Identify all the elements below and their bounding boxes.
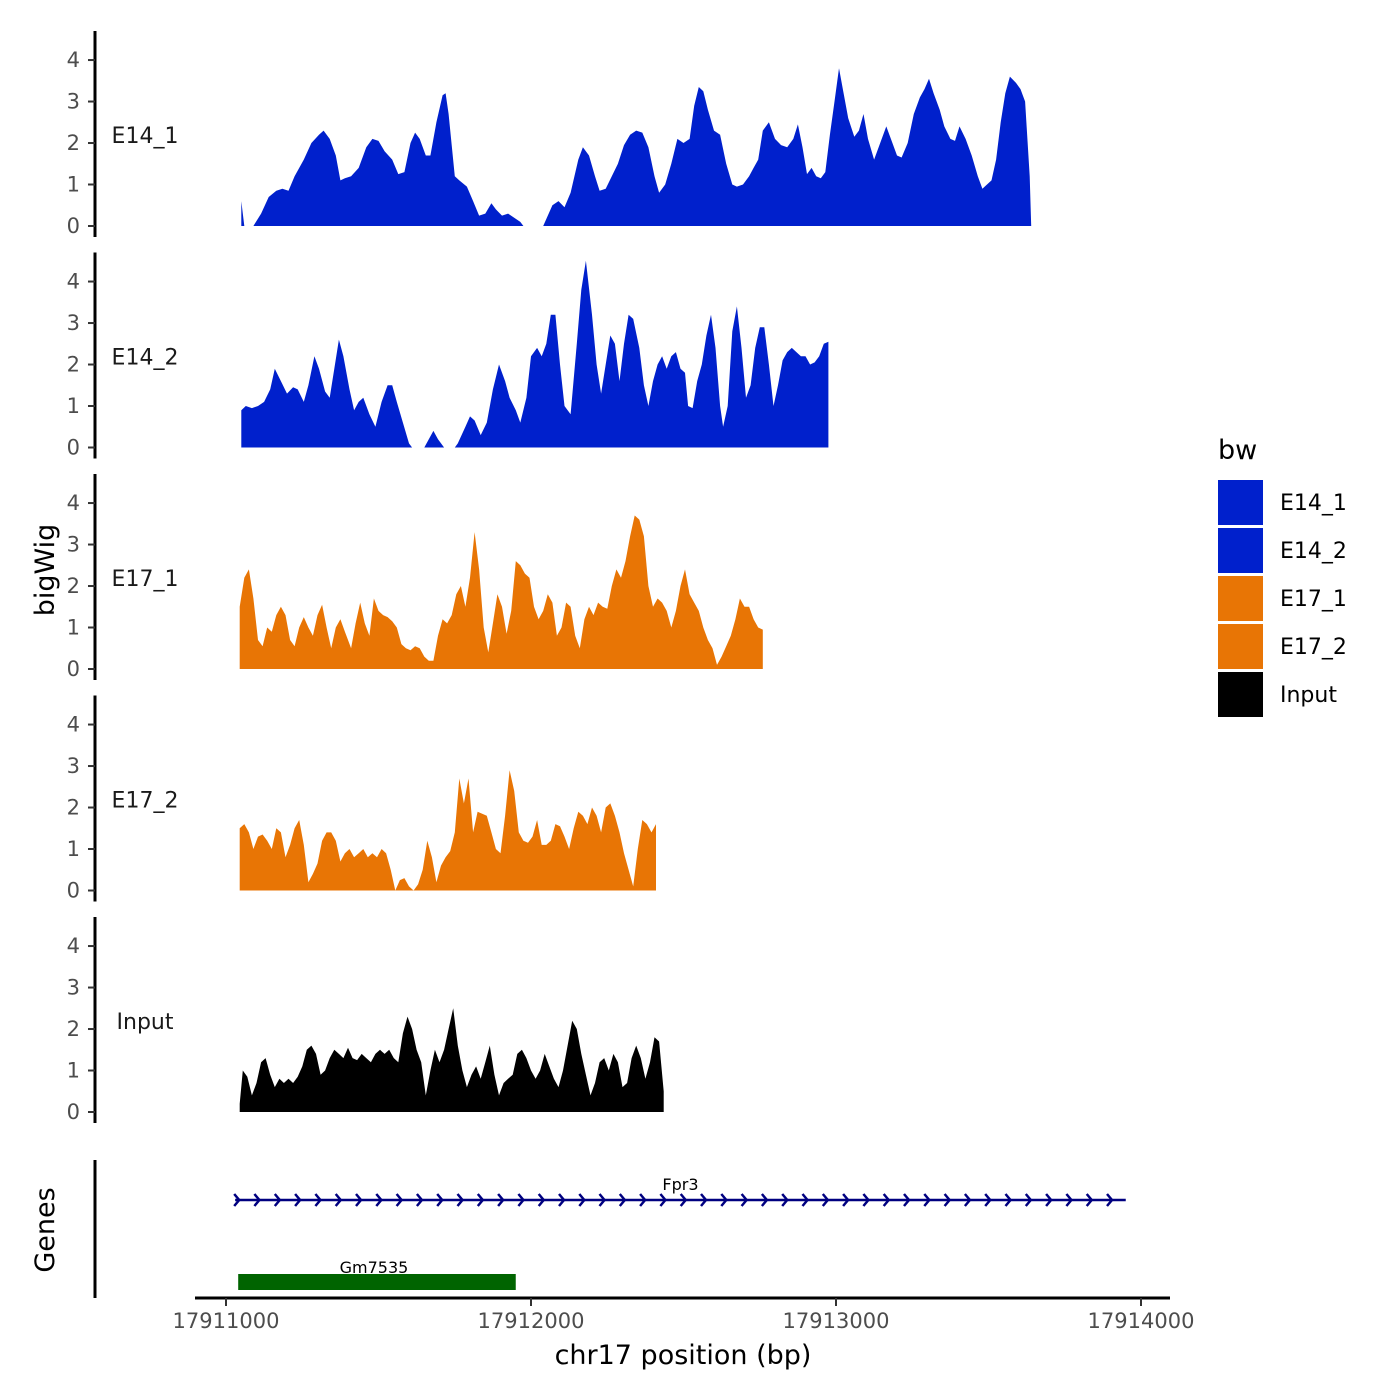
track-label: E17_2 xyxy=(112,789,179,814)
y-tick-label: 0 xyxy=(67,1100,80,1124)
y-tick-label: 3 xyxy=(67,311,80,335)
bigwig-tracks: 0 1 2 3 4 E14_1 0 1 2 3 4 E14_2 0 1 2 3 4 E17_1 0 1 2 3 4 E17_2… xyxy=(67,31,1032,1124)
legend-swatch xyxy=(1218,528,1263,573)
y-tick-label: 4 xyxy=(67,491,80,515)
gene-gm7535: Gm7535 xyxy=(238,1258,516,1290)
x-axis-title: chr17 position (bp) xyxy=(555,1340,812,1371)
gene-fpr3: Fpr3 xyxy=(233,1175,1126,1207)
y-tick-label: 4 xyxy=(67,713,80,737)
legend-label: E17_1 xyxy=(1280,587,1347,612)
x-axis: 17911000 17912000 17913000 17914000 xyxy=(173,1296,1195,1333)
y-tick-label: 1 xyxy=(67,837,80,861)
y-tick-label: 1 xyxy=(67,616,80,640)
legend-label: E14_2 xyxy=(1280,539,1347,564)
track-label: E17_1 xyxy=(112,567,179,592)
y-tick-label: 4 xyxy=(67,270,80,294)
y-tick-label: 0 xyxy=(67,214,80,238)
y-tick-label: 2 xyxy=(67,131,80,155)
track-e14-1: 0 1 2 3 4 E14_1 xyxy=(67,31,1032,238)
legend-swatch xyxy=(1218,480,1263,525)
y-tick-label: 0 xyxy=(67,879,80,903)
signal-area xyxy=(241,68,1032,226)
y-tick-label: 3 xyxy=(67,754,80,778)
signal-area xyxy=(239,515,763,669)
legend-swatch xyxy=(1218,672,1263,717)
track-e17-2: 0 1 2 3 4 E17_2 xyxy=(67,695,656,903)
y-tick-label: 3 xyxy=(67,533,80,557)
legend-label: Input xyxy=(1280,683,1337,708)
legend-label: E14_1 xyxy=(1280,491,1347,516)
x-tick-label: 17913000 xyxy=(783,1309,890,1333)
track-e17-1: 0 1 2 3 4 E17_1 xyxy=(67,474,763,681)
track-label: E14_2 xyxy=(112,346,179,371)
y-tick-label: 4 xyxy=(67,934,80,958)
y-tick-label: 4 xyxy=(67,48,80,72)
y-tick-label: 0 xyxy=(67,436,80,460)
y-tick-label: 1 xyxy=(67,1059,80,1083)
track-e14-2: 0 1 2 3 4 E14_2 xyxy=(67,252,829,460)
y-tick-label: 1 xyxy=(67,394,80,418)
y-tick-label: 2 xyxy=(67,353,80,377)
x-tick-label: 17914000 xyxy=(1088,1309,1195,1333)
gene-label: Fpr3 xyxy=(662,1175,698,1194)
y-tick-label: 3 xyxy=(67,976,80,1000)
signal-area xyxy=(239,1008,664,1112)
signal-area xyxy=(241,260,829,448)
genes-panel: Fpr3 Gm7535 xyxy=(93,1160,1126,1298)
x-tick-label: 17912000 xyxy=(478,1309,585,1333)
track-label: Input xyxy=(117,1010,174,1035)
y-tick-label: 1 xyxy=(67,173,80,197)
strand-arrows xyxy=(233,1193,1114,1207)
legend-swatch xyxy=(1218,624,1263,669)
y-tick-label: 2 xyxy=(67,796,80,820)
legend-swatch xyxy=(1218,576,1263,621)
y-axis-title: bigWig xyxy=(30,524,61,617)
x-tick-label: 17911000 xyxy=(173,1309,280,1333)
gene-body xyxy=(238,1274,516,1290)
y-tick-label: 3 xyxy=(67,90,80,114)
legend-title: bw xyxy=(1218,435,1257,466)
y-tick-label: 2 xyxy=(67,1017,80,1041)
track-label: E14_1 xyxy=(112,124,179,149)
legend: bw E14_1 E14_2 E17_1 E17_2 Input xyxy=(1218,435,1347,717)
track-input: 0 1 2 3 4 Input xyxy=(67,917,664,1124)
signal-area xyxy=(239,770,656,891)
gene-label: Gm7535 xyxy=(340,1258,409,1277)
genes-axis-title: Genes xyxy=(30,1187,61,1272)
y-tick-label: 0 xyxy=(67,657,80,681)
legend-label: E17_2 xyxy=(1280,635,1347,660)
y-tick-label: 2 xyxy=(67,574,80,598)
